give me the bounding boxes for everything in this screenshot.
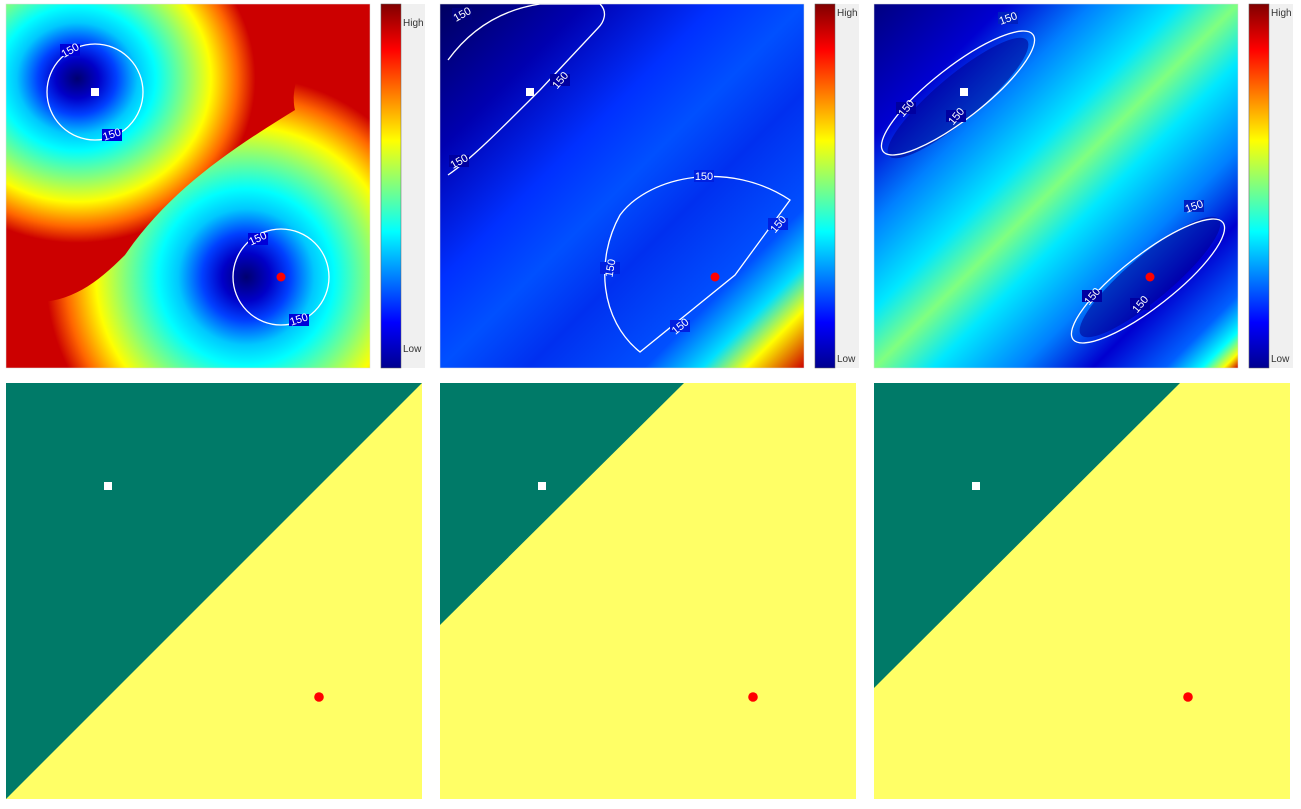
contour-label: 150 xyxy=(288,311,309,328)
contour-150 xyxy=(46,43,144,141)
partition-panel-1 xyxy=(6,383,422,799)
marker-circle xyxy=(710,272,720,282)
partition-panel-3 xyxy=(874,383,1290,799)
contour-label: 150 xyxy=(1184,198,1205,216)
contour-150 xyxy=(447,4,606,176)
marker-square xyxy=(972,482,980,490)
contour-150 xyxy=(880,30,1036,156)
colorbar-gradient xyxy=(381,4,401,368)
marker-circle xyxy=(276,272,286,282)
colorbar-high-label: High xyxy=(1271,8,1292,19)
colorbar-gradient xyxy=(815,4,835,368)
colorbar-low-label: Low xyxy=(1271,354,1290,365)
marker-circle xyxy=(314,692,324,702)
heatmap-field xyxy=(440,4,804,368)
region-green xyxy=(440,383,684,625)
colorbar: High Low xyxy=(1248,3,1293,369)
marker-circle xyxy=(1145,272,1155,282)
colorbar: High Low xyxy=(814,3,859,369)
heatmap-field xyxy=(874,4,1238,368)
colorbar-gradient xyxy=(1249,4,1269,368)
partition-panel-2 xyxy=(440,383,856,799)
marker-square xyxy=(91,88,99,96)
contour-150 xyxy=(1070,218,1226,344)
colorbar-low-label: Low xyxy=(837,354,856,365)
marker-square xyxy=(526,88,534,96)
marker-circle xyxy=(748,692,758,702)
region-green xyxy=(874,383,1180,688)
heatmap-panel-1: 150 150 150 150 High Low xyxy=(5,3,425,369)
contour-label: 150 xyxy=(603,258,618,278)
marker-circle xyxy=(1183,692,1193,702)
colorbar-high-label: High xyxy=(403,18,424,29)
contour-150 xyxy=(604,175,791,353)
marker-square xyxy=(538,482,546,490)
contour-label: 150 xyxy=(101,126,122,143)
colorbar-high-label: High xyxy=(837,8,858,19)
marker-square xyxy=(960,88,968,96)
heatmap-panel-3: 150 150 150 150 150 150 High Low xyxy=(873,3,1293,369)
colorbar-low-label: Low xyxy=(403,344,422,355)
contour-label: 150 xyxy=(998,10,1019,28)
heatmap-panel-2: 150 150 150 150 150 150 150 High Low xyxy=(439,3,859,369)
contour-label: 150 xyxy=(695,171,713,183)
marker-square xyxy=(104,482,112,490)
heatmap-field-upper xyxy=(6,4,330,303)
contour-150 xyxy=(232,228,330,326)
colorbar: High Low xyxy=(380,3,425,369)
